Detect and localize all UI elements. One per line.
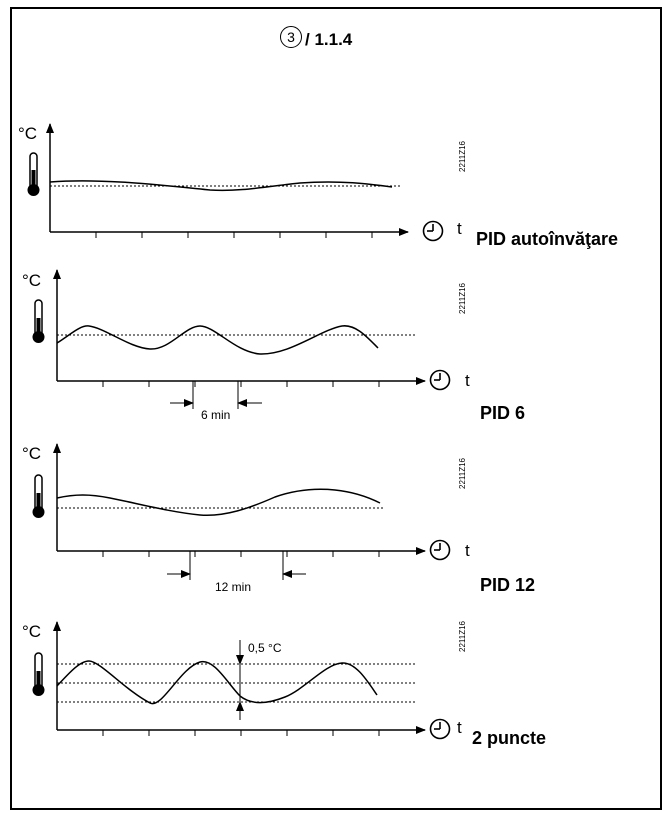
clock-icon — [429, 369, 451, 391]
time-axis-label: t — [457, 718, 462, 737]
image-code: 2211Z16 — [458, 458, 467, 489]
figure-header: 3 / 1.1.4 — [280, 22, 352, 52]
figure-frame — [10, 7, 662, 810]
temperature-curve — [49, 180, 393, 192]
x-axis-ticks — [102, 551, 380, 557]
panel-3-label: PID 12 — [480, 575, 536, 595]
x-axis-ticks — [102, 381, 380, 387]
temperature-curve — [56, 325, 379, 355]
panel-3-diagram — [32, 443, 451, 580]
thermometer-icon — [32, 652, 45, 696]
temperature-curve — [56, 488, 381, 517]
thermometer-icon — [32, 474, 45, 518]
step-number-badge: 3 — [280, 26, 302, 48]
interval-label: 6 min — [201, 408, 231, 422]
x-axis-ticks — [102, 730, 380, 736]
panel-2-diagram — [32, 269, 451, 409]
panel-1-diagram — [27, 123, 444, 242]
interval-dimension — [167, 551, 306, 580]
time-axis-label: t — [465, 371, 470, 390]
thermometer-icon — [27, 152, 40, 196]
time-axis-label: t — [465, 541, 470, 560]
panel-1-label: PID autoînvăţare — [476, 229, 619, 249]
panel-4-diagram — [32, 621, 451, 740]
panel-2-label: PID 6 — [480, 403, 526, 423]
image-code: 2211Z16 — [458, 283, 467, 314]
temperature-curve — [56, 660, 378, 705]
thermometer-icon — [32, 299, 45, 343]
hysteresis-label: 0,5 °C — [248, 641, 282, 655]
image-code: 2211Z16 — [458, 141, 467, 172]
y-axis-unit: °C — [18, 124, 38, 143]
y-axis-unit: °C — [22, 444, 42, 463]
section-reference: / 1.1.4 — [305, 30, 353, 49]
clock-icon — [429, 539, 451, 561]
y-axis-unit: °C — [22, 622, 42, 641]
clock-icon — [422, 220, 444, 242]
panel-4-label: 2 puncte — [472, 728, 547, 748]
interval-label: 12 min — [215, 580, 252, 594]
switching-band-lines — [57, 663, 415, 703]
interval-dimension — [170, 381, 262, 409]
y-axis-unit: °C — [22, 271, 42, 290]
x-axis-ticks — [95, 232, 373, 238]
image-code: 2211Z16 — [458, 621, 467, 652]
clock-icon — [429, 718, 451, 740]
time-axis-label: t — [457, 219, 462, 238]
